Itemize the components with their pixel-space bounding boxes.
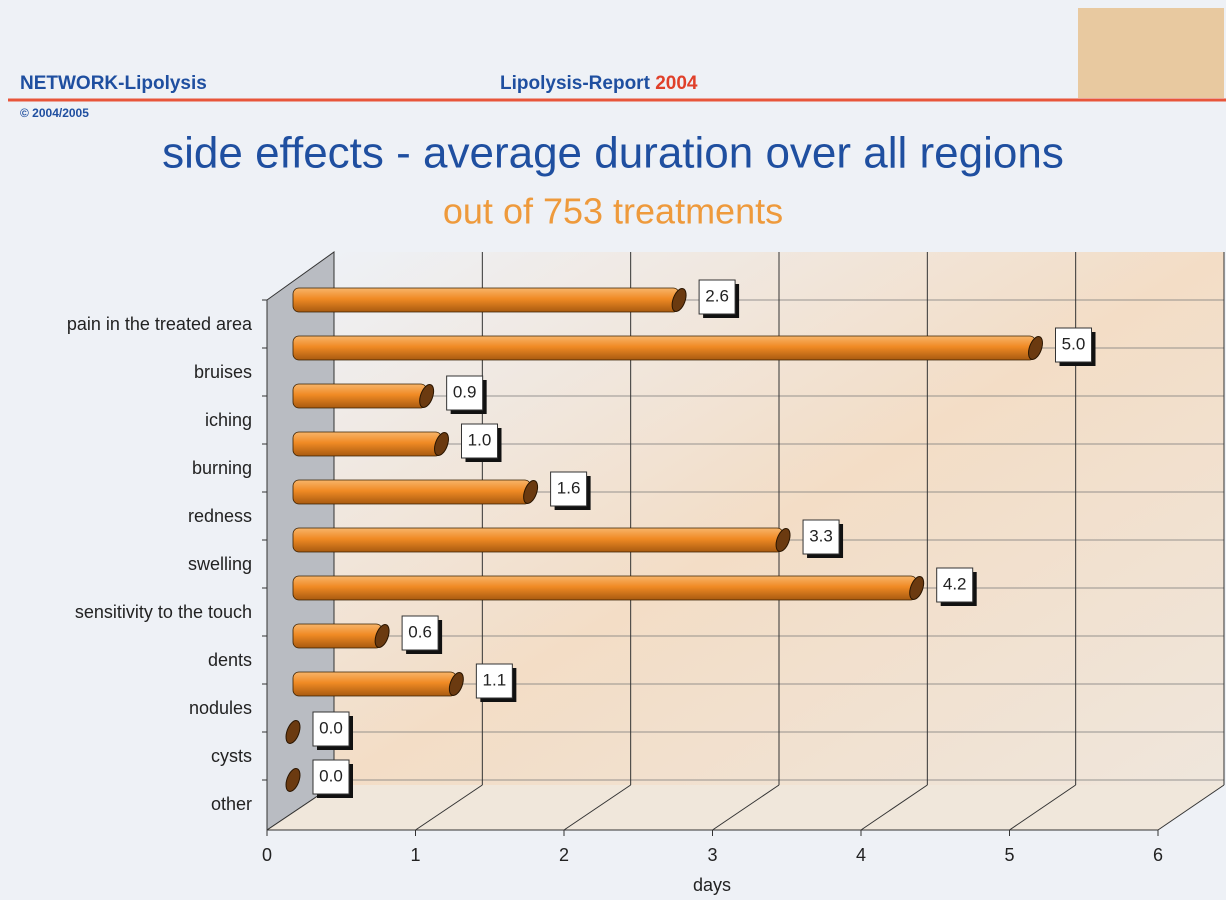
x-tick-label: 3: [707, 845, 717, 865]
y-tick-label: iching: [205, 410, 252, 430]
bar: [293, 336, 1036, 360]
value-label: 1.6: [557, 478, 581, 497]
y-tick-label: burning: [192, 458, 252, 478]
x-axis-label: days: [693, 875, 731, 895]
y-tick-label: other: [211, 794, 252, 814]
bar: [293, 480, 531, 504]
report-name: Lipolysis-Report: [500, 73, 651, 94]
x-tick-label: 2: [559, 845, 569, 865]
value-label: 0.0: [319, 718, 343, 737]
report: Lipolysis-Report 2004: [500, 73, 698, 94]
slide: NETWORK-Lipolysis Lipolysis-Report 2004 …: [0, 0, 1226, 900]
bar: [293, 576, 917, 600]
x-tick-label: 4: [856, 845, 866, 865]
chart-title: side effects - average duration over all…: [162, 129, 1064, 178]
bar: [293, 672, 456, 696]
x-tick-label: 1: [410, 845, 420, 865]
x-tick-label: 5: [1004, 845, 1014, 865]
value-label: 4.2: [943, 574, 967, 593]
value-label: 5.0: [1062, 334, 1086, 353]
chart-subtitle: out of 753 treatments: [443, 191, 783, 232]
bar: [293, 624, 382, 648]
y-tick-label: bruises: [194, 362, 252, 382]
report-year: 2004: [655, 73, 698, 94]
bar: [293, 384, 427, 408]
y-tick-label: cysts: [211, 746, 252, 766]
copyright: © 2004/2005: [20, 106, 89, 120]
y-tick-label: swelling: [188, 554, 252, 574]
value-label: 1.1: [483, 670, 507, 689]
bar: [293, 528, 783, 552]
header-photo: [1078, 8, 1224, 98]
bar: [293, 432, 442, 456]
x-tick-label: 0: [262, 845, 272, 865]
value-label: 1.0: [468, 430, 492, 449]
y-tick-label: sensitivity to the touch: [75, 602, 252, 622]
x-tick-label: 6: [1153, 845, 1163, 865]
y-tick-label: redness: [188, 506, 252, 526]
y-tick-label: pain in the treated area: [67, 314, 253, 334]
value-label: 0.6: [408, 622, 432, 641]
value-label: 0.0: [319, 766, 343, 785]
brand: NETWORK-Lipolysis: [20, 73, 207, 94]
bar: [293, 288, 679, 312]
value-label: 0.9: [453, 382, 477, 401]
value-label: 2.6: [705, 286, 729, 305]
y-tick-label: dents: [208, 650, 252, 670]
value-label: 3.3: [809, 526, 833, 545]
y-tick-label: nodules: [189, 698, 252, 718]
